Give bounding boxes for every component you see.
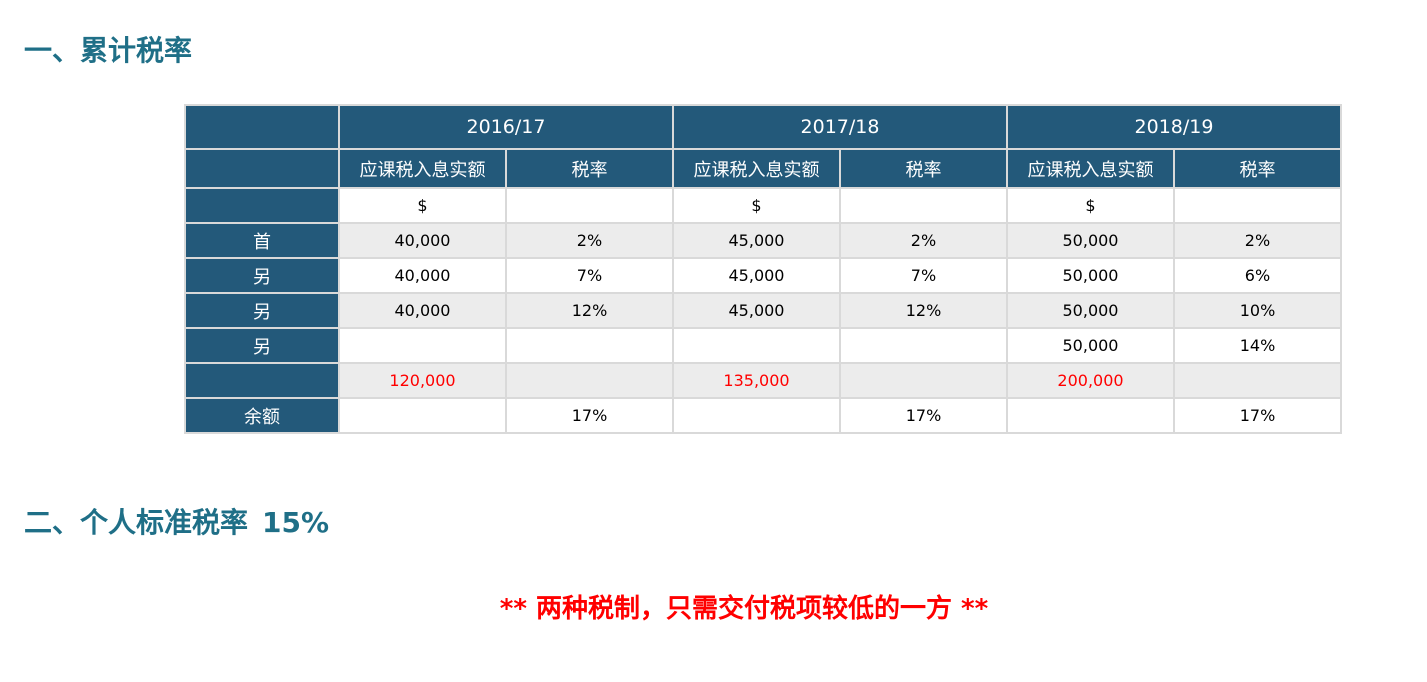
subtotal-cell: 120,000 xyxy=(338,362,507,399)
empty-cell xyxy=(505,187,674,224)
table-cell: 50,000 xyxy=(1006,257,1175,294)
table-cell: 50,000 xyxy=(1006,292,1175,329)
table-cell: 2% xyxy=(1173,222,1342,259)
table-row: 余额 17% 17% 17% xyxy=(184,397,1342,434)
tax-rate-table: 2016/17 2017/18 2018/19 应课税入息实额 税率 应课税入息… xyxy=(184,104,1342,434)
table-cell: 10% xyxy=(1173,292,1342,329)
table-cell xyxy=(1173,362,1342,399)
row-label: 首 xyxy=(184,222,340,259)
table-cell: 45,000 xyxy=(672,257,841,294)
row-label: 余额 xyxy=(184,397,340,434)
rate-header: 税率 xyxy=(505,148,674,189)
table-cell: 40,000 xyxy=(338,222,507,259)
year-header: 2016/17 xyxy=(338,104,674,150)
section-title-standard-rate: 二、个人标准税率 15% xyxy=(24,505,329,541)
row-label xyxy=(184,362,340,399)
table-cell: 2% xyxy=(505,222,674,259)
table-cell: 40,000 xyxy=(338,292,507,329)
table-cell xyxy=(839,362,1008,399)
row-label: 另 xyxy=(184,327,340,364)
empty-cell xyxy=(1173,187,1342,224)
tax-note: ** 两种税制，只需交付税项较低的一方 ** xyxy=(499,594,989,624)
empty-cell xyxy=(839,187,1008,224)
rate-header: 税率 xyxy=(1173,148,1342,189)
subtotal-row: 120,000 135,000 200,000 xyxy=(184,362,1342,399)
table-cell xyxy=(672,397,841,434)
standard-rate-label: 二、个人标准税率 xyxy=(24,506,249,539)
table-cell xyxy=(338,327,507,364)
table-cell: 17% xyxy=(839,397,1008,434)
row-label: 另 xyxy=(184,257,340,294)
table-cell: 12% xyxy=(839,292,1008,329)
income-header: 应课税入息实额 xyxy=(1006,148,1175,189)
table-row: 首 40,000 2% 45,000 2% 50,000 2% xyxy=(184,222,1342,259)
table-cell xyxy=(505,362,674,399)
table-cell xyxy=(672,327,841,364)
table-cell: 50,000 xyxy=(1006,222,1175,259)
corner-cell xyxy=(184,187,340,224)
table-cell xyxy=(338,397,507,434)
table-cell xyxy=(839,327,1008,364)
table-cell: 40,000 xyxy=(338,257,507,294)
currency-cell: $ xyxy=(672,187,841,224)
table-cell: 17% xyxy=(505,397,674,434)
subtotal-cell: 200,000 xyxy=(1006,362,1175,399)
corner-cell xyxy=(184,104,340,150)
table-row: 另 40,000 12% 45,000 12% 50,000 10% xyxy=(184,292,1342,329)
table-cell: 14% xyxy=(1173,327,1342,364)
year-header: 2018/19 xyxy=(1006,104,1342,150)
currency-cell: $ xyxy=(338,187,507,224)
year-header-row: 2016/17 2017/18 2018/19 xyxy=(184,104,1342,150)
table-row: 另 50,000 14% xyxy=(184,327,1342,364)
currency-row: $ $ $ xyxy=(184,187,1342,224)
table-cell: 50,000 xyxy=(1006,327,1175,364)
table-cell: 45,000 xyxy=(672,222,841,259)
table-cell xyxy=(1006,397,1175,434)
currency-cell: $ xyxy=(1006,187,1175,224)
rate-header: 税率 xyxy=(839,148,1008,189)
income-header: 应课税入息实额 xyxy=(672,148,841,189)
year-header: 2017/18 xyxy=(672,104,1008,150)
corner-cell xyxy=(184,148,340,189)
table-cell: 2% xyxy=(839,222,1008,259)
table-cell: 7% xyxy=(839,257,1008,294)
row-label: 另 xyxy=(184,292,340,329)
sub-header-row: 应课税入息实额 税率 应课税入息实额 税率 应课税入息实额 税率 xyxy=(184,148,1342,189)
table-cell: 6% xyxy=(1173,257,1342,294)
standard-rate-value: 15% xyxy=(262,506,330,539)
income-header: 应课税入息实额 xyxy=(338,148,507,189)
subtotal-cell: 135,000 xyxy=(672,362,841,399)
table-cell: 7% xyxy=(505,257,674,294)
table-row: 另 40,000 7% 45,000 7% 50,000 6% xyxy=(184,257,1342,294)
table-cell: 45,000 xyxy=(672,292,841,329)
section-title-cumulative-rates: 一、累计税率 xyxy=(24,34,193,67)
table-cell: 17% xyxy=(1173,397,1342,434)
table-cell xyxy=(505,327,674,364)
table-cell: 12% xyxy=(505,292,674,329)
